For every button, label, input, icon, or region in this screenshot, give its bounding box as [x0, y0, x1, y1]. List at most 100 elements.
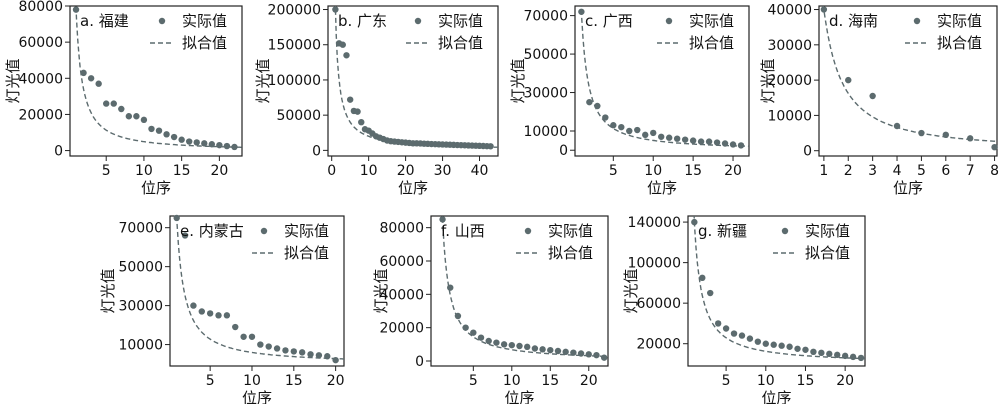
data-point	[185, 138, 193, 145]
data-point	[531, 345, 539, 352]
y-tick-label: 30000	[767, 38, 812, 54]
chart-svg: 5 10 15 20 0 10000 30000 50000 70000 位序 灯光值 c. 广西 实际…	[509, 5, 750, 197]
data-point	[358, 118, 365, 126]
data-point	[257, 341, 264, 348]
data-point	[869, 92, 876, 100]
legend-fitted-label: 拟合值	[689, 34, 734, 52]
data-point	[148, 125, 155, 133]
x-tick-label: 3	[868, 163, 877, 179]
data-point	[658, 133, 665, 140]
data-point	[265, 343, 272, 350]
data-point	[332, 356, 339, 364]
x-axis-label: 位序	[761, 389, 791, 404]
y-tick-label: 0	[54, 144, 63, 160]
data-point	[826, 350, 833, 358]
x-tick-label: 6	[941, 163, 950, 179]
x-tick-label: 0	[327, 163, 336, 179]
y-axis-label: 灯光值	[509, 58, 527, 103]
data-point	[87, 75, 95, 82]
data-point	[665, 134, 673, 141]
data-point	[729, 141, 737, 148]
x-axis-label: 位序	[504, 389, 534, 404]
y-tick-label: 10000	[767, 108, 812, 124]
data-point	[697, 138, 705, 145]
data-point	[738, 332, 746, 339]
panel-title: d. 海南	[829, 12, 878, 30]
x-tick-label: 20	[724, 163, 742, 179]
data-point	[155, 127, 163, 134]
x-tick-label: 20	[210, 163, 228, 179]
x-tick-label: 5	[609, 163, 618, 179]
y-axis-label: 灯光值	[99, 268, 117, 313]
y-tick-label: 40000	[379, 287, 424, 303]
data-point	[650, 129, 657, 137]
data-point	[578, 8, 585, 15]
data-point	[705, 138, 713, 145]
data-point	[841, 352, 849, 360]
data-point	[346, 96, 354, 103]
data-point	[231, 143, 238, 151]
data-point	[324, 353, 331, 360]
data-point	[691, 218, 698, 226]
x-tick-label: 10	[135, 163, 153, 179]
x-tick-label: 10	[757, 373, 775, 389]
y-axis-label: 灯光值	[622, 268, 640, 313]
data-point	[802, 346, 809, 353]
y-tick-label: 30000	[523, 86, 568, 102]
data-point	[273, 345, 281, 352]
panel-title: b. 广东	[338, 12, 387, 30]
data-point	[586, 98, 593, 106]
y-tick-label: 60000	[636, 296, 681, 312]
x-tick-label: 10	[243, 373, 261, 389]
data-point	[118, 105, 125, 113]
panel-title: f. 山西	[441, 222, 485, 240]
x-tick-label: 20	[397, 163, 415, 179]
chart-panel: 0 10 20 30 40 0 50000 100000 150000 200000 位序 灯光值 b.…	[250, 0, 505, 200]
legend-actual-label: 实际值	[548, 222, 593, 240]
data-point	[454, 312, 462, 320]
x-axis-label: 位序	[242, 389, 272, 404]
data-point	[834, 351, 841, 359]
y-tick-label: 40000	[18, 71, 63, 87]
data-point	[206, 310, 214, 317]
legend-fitted-label: 拟合值	[805, 244, 850, 262]
data-point	[539, 346, 546, 353]
y-tick-label: 200000	[268, 3, 321, 19]
y-tick-label: 100000	[268, 73, 321, 89]
data-point	[223, 142, 231, 150]
plot-frame	[574, 5, 750, 157]
panel-title: e. 内蒙古	[180, 222, 244, 240]
data-point	[290, 348, 298, 355]
data-point	[681, 136, 689, 143]
data-point	[516, 342, 523, 350]
legend-fitted-label: 拟合值	[438, 34, 483, 52]
legend-fitted-label: 拟合值	[548, 244, 593, 262]
data-point	[173, 214, 180, 222]
data-point	[447, 284, 454, 291]
chart-svg: 0 10 20 30 40 0 50000 100000 150000 200000 位序 灯光值 b.…	[254, 3, 499, 197]
x-tick-label: 10	[644, 163, 662, 179]
x-axis-label: 位序	[398, 179, 428, 196]
data-point	[585, 351, 592, 358]
data-point	[508, 341, 516, 349]
y-tick-label: 0	[312, 143, 321, 159]
y-tick-label: 50000	[276, 108, 321, 124]
panel-title: a. 福建	[80, 12, 129, 30]
data-point	[332, 6, 339, 13]
plot-frame	[69, 5, 243, 157]
data-point	[439, 216, 446, 223]
x-tick-label: 20	[836, 373, 854, 389]
fitted-curve	[175, 216, 344, 360]
y-tick-label: 30000	[118, 299, 163, 315]
chart-panel: 5 10 15 20 10000 30000 50000 70000 位序 灯光值 e. 内蒙古 实际…	[95, 210, 355, 408]
y-tick-label: 80000	[379, 221, 424, 237]
data-point	[178, 136, 185, 143]
chart-svg: 5 10 15 20 20000 60000 100000 140000 位序 灯光值 g. 新疆 实…	[622, 215, 866, 407]
x-tick-label: 15	[173, 163, 191, 179]
y-tick-label: 20000	[379, 321, 424, 337]
data-point	[562, 348, 569, 356]
y-tick-label: 0	[803, 144, 812, 160]
fitted-curve	[580, 6, 749, 147]
data-point	[893, 122, 901, 130]
data-point	[307, 351, 314, 358]
